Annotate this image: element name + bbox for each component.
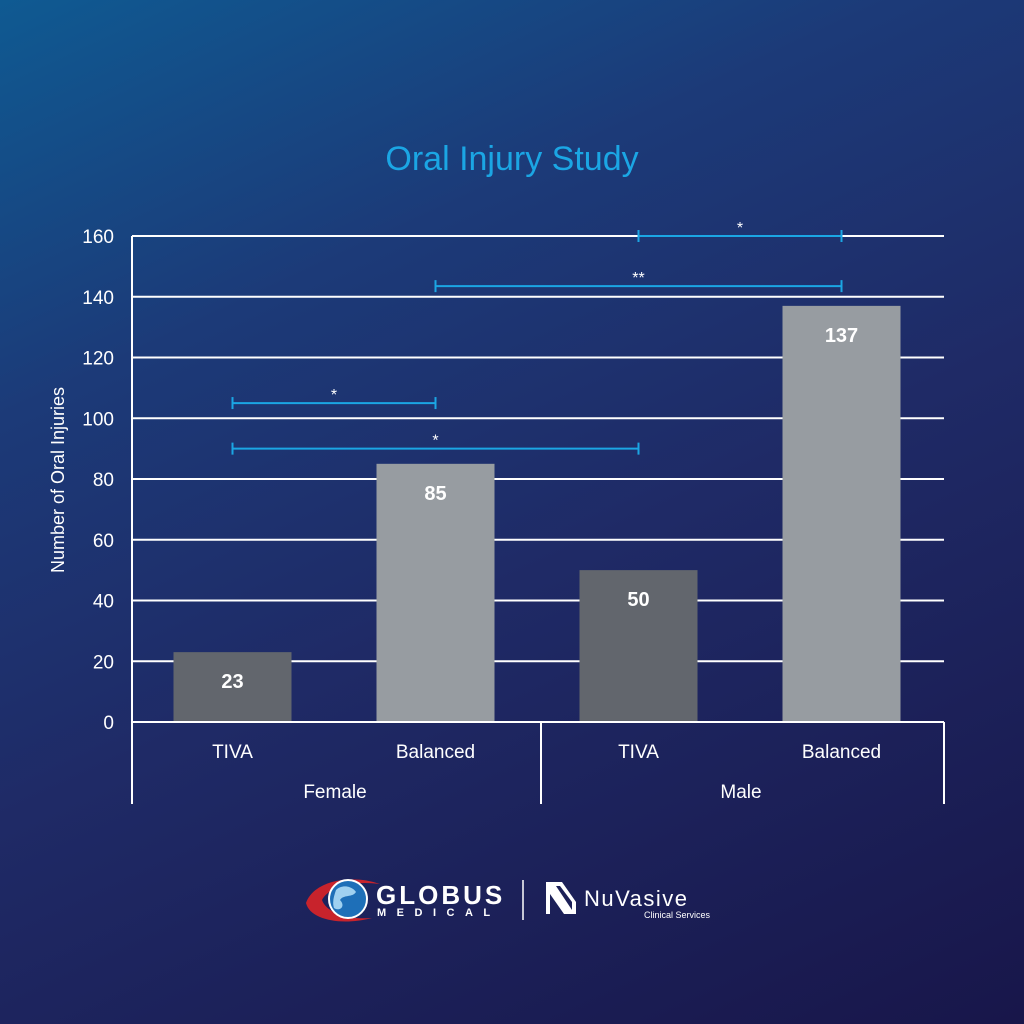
x-tick-label: Balanced xyxy=(396,742,475,763)
significance-label: * xyxy=(432,433,438,450)
y-tick-label: 40 xyxy=(93,592,114,613)
bar-female-balanced xyxy=(376,463,495,722)
y-tick-label: 80 xyxy=(93,470,114,491)
y-tick-label: 140 xyxy=(82,288,114,309)
x-tick-label: TIVA xyxy=(212,742,253,763)
y-tick-label: 160 xyxy=(82,227,114,248)
bar-value-label: 23 xyxy=(221,671,243,693)
y-tick-label: 20 xyxy=(93,652,114,673)
y-axis-label: Number of Oral Injuries xyxy=(48,387,68,573)
bar-value-label: 50 xyxy=(627,589,649,611)
x-tick-label: TIVA xyxy=(618,742,659,763)
significance-label: ** xyxy=(632,270,644,287)
significance-label: * xyxy=(331,387,337,404)
bar-female-tiva xyxy=(173,652,292,722)
bar-male-tiva xyxy=(579,570,698,722)
bar-male-balanced xyxy=(782,305,901,722)
bar-value-label: 137 xyxy=(825,325,858,347)
chart-title: Oral Injury Study xyxy=(385,140,638,178)
x-tick-label: Balanced xyxy=(802,742,881,763)
group-label: Male xyxy=(720,782,761,803)
y-tick-label: 120 xyxy=(82,349,114,370)
y-tick-label: 100 xyxy=(82,409,114,430)
significance-bracket: * xyxy=(637,220,843,242)
group-label: Female xyxy=(303,782,366,803)
significance-bracket: * xyxy=(231,387,437,410)
significance-bracket: * xyxy=(231,433,640,455)
y-tick-label: 0 xyxy=(103,713,114,734)
significance-label: * xyxy=(737,220,743,237)
y-tick-label: 60 xyxy=(93,531,114,552)
bar-value-label: 85 xyxy=(424,483,446,505)
significance-bracket: ** xyxy=(434,270,843,293)
